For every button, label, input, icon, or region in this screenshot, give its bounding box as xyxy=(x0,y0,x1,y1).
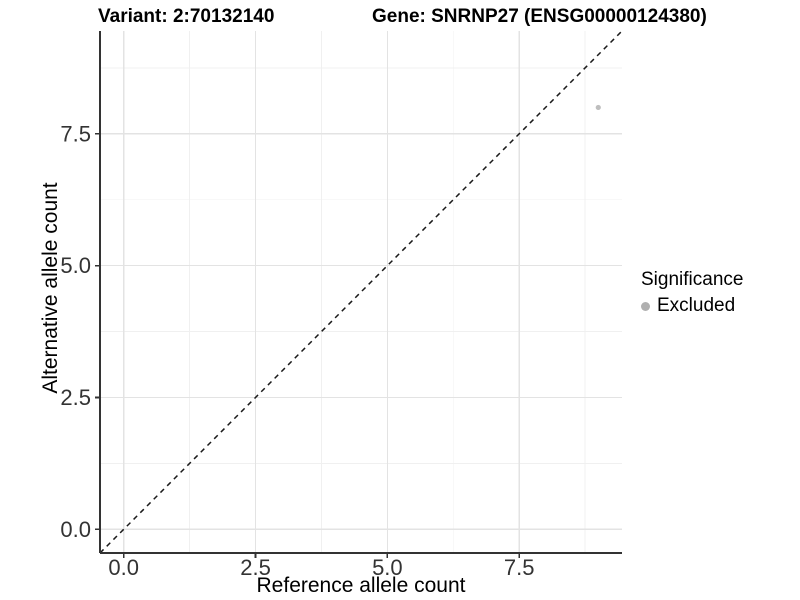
x-axis-title: Reference allele count xyxy=(256,574,466,597)
x-tick-label: 5.0 xyxy=(372,555,403,580)
x-tick-label: 2.5 xyxy=(240,555,271,580)
y-tick-label: 7.5 xyxy=(60,121,91,146)
y-axis-title: Alternative allele count xyxy=(39,182,62,394)
identity-reference-line xyxy=(99,30,623,554)
x-tick-label: 7.5 xyxy=(504,555,535,580)
data-point xyxy=(595,104,601,111)
legend-item-label: Excluded xyxy=(657,295,736,316)
legend-item-excluded: Excluded xyxy=(641,295,743,317)
legend: Significance Excluded xyxy=(641,269,743,317)
y-tick-label: 0.0 xyxy=(60,517,91,542)
legend-title: Significance xyxy=(641,269,744,290)
y-tick-label: 5.0 xyxy=(60,253,91,278)
plot-title-gene: Gene: SNRNP27 (ENSG00000124380) xyxy=(372,6,707,27)
plot-title-variant: Variant: 2:70132140 xyxy=(98,6,275,27)
x-tick-label: 0.0 xyxy=(108,555,139,580)
y-tick-label: 2.5 xyxy=(60,385,91,410)
legend-dot-icon xyxy=(641,301,650,311)
